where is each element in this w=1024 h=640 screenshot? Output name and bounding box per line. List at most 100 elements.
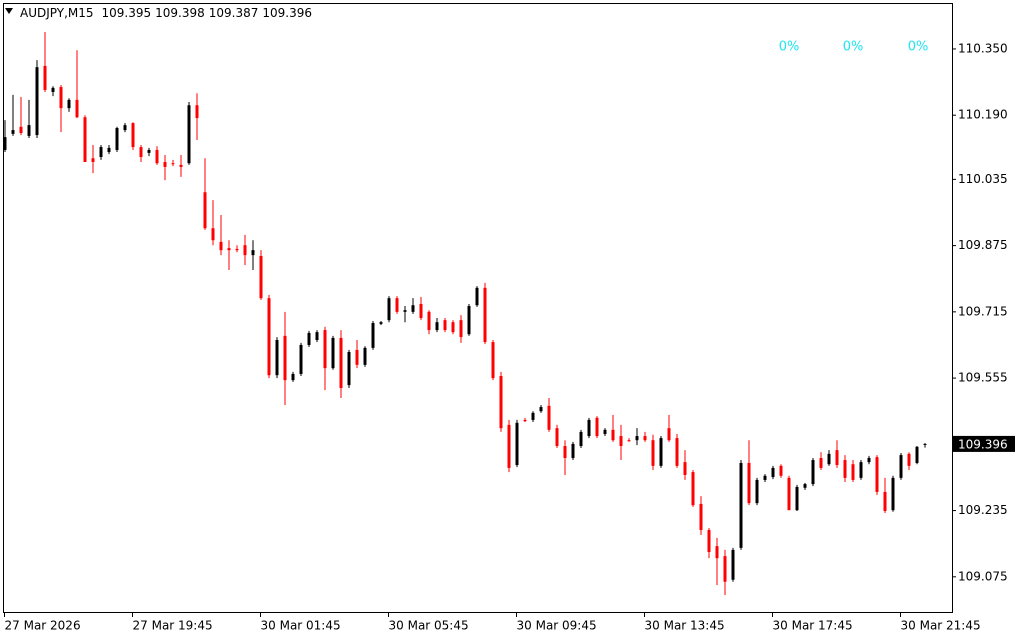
candle-body: [923, 443, 927, 445]
candle-body: [779, 465, 783, 476]
candle-body: [619, 436, 623, 446]
candle-body: [155, 149, 159, 164]
candle-body: [915, 446, 919, 463]
candle-body: [827, 453, 831, 465]
candle-body: [267, 298, 271, 376]
candle-body: [451, 322, 455, 333]
candle-body: [491, 342, 495, 379]
candle-body: [339, 337, 343, 389]
candle-body: [227, 248, 231, 251]
candle-body: [419, 303, 423, 319]
candle-body: [91, 158, 95, 162]
candle-body: [363, 347, 367, 365]
candle-body: [123, 125, 127, 131]
candle-body: [3, 137, 7, 150]
y-tick-label: 110.035: [958, 172, 1008, 186]
x-tick-label: 30 Mar 17:45: [773, 619, 853, 633]
candle-body: [547, 405, 551, 430]
candle-body: [307, 332, 311, 345]
y-tick-label: 109.075: [958, 569, 1008, 583]
candle-body: [35, 67, 39, 136]
percent-annotation: 0%: [843, 40, 864, 55]
candle-body: [43, 65, 47, 90]
candle-body: [235, 248, 239, 251]
candle-body: [595, 417, 599, 437]
candle-body: [51, 87, 55, 93]
candle-body: [571, 443, 575, 458]
candle-body: [739, 462, 743, 548]
x-tick-label: 30 Mar 01:45: [261, 619, 341, 633]
x-tick-label: 27 Mar 2026: [5, 619, 81, 633]
candle-body: [27, 125, 31, 136]
candle-body: [683, 462, 687, 475]
candle-body: [555, 428, 559, 446]
candle-body: [755, 479, 759, 504]
x-tick-label: 30 Mar 05:45: [389, 619, 469, 633]
candle-body: [475, 287, 479, 306]
candle-body: [283, 335, 287, 381]
candle-body: [499, 376, 503, 429]
candle-body: [459, 320, 463, 338]
y-tick-label: 110.350: [958, 41, 1008, 55]
candle-body: [603, 429, 607, 434]
candle-body: [651, 440, 655, 466]
plot-frame: [3, 3, 953, 613]
candle-body: [371, 323, 375, 348]
candle-body: [891, 477, 895, 511]
candle-body: [139, 147, 143, 158]
candle-body: [323, 330, 327, 369]
collapse-arrow: [5, 8, 13, 14]
candle-body: [787, 477, 791, 511]
candle-body: [211, 228, 215, 241]
x-tick-label: 30 Mar 13:45: [645, 619, 725, 633]
candle-body: [99, 147, 103, 158]
candle-body: [355, 349, 359, 365]
current-price-label: 109.396: [958, 437, 1008, 451]
candle-body: [579, 431, 583, 446]
candle-body: [171, 163, 175, 165]
candle-body: [675, 438, 679, 466]
header-open: 109.395: [102, 6, 152, 20]
candle-body: [667, 428, 671, 441]
candle-body: [795, 486, 799, 511]
candle-body: [107, 147, 111, 153]
symbol-title: AUDJPY,M15: [20, 6, 94, 20]
candle-body: [715, 546, 719, 559]
candle-body: [83, 117, 87, 162]
candle-body: [859, 462, 863, 478]
candle-body: [851, 464, 855, 480]
candle-body: [587, 419, 591, 437]
candle-body: [899, 455, 903, 478]
header-high: 109.398: [155, 6, 205, 20]
candle-body: [811, 460, 815, 485]
candle-body: [299, 344, 303, 374]
candle-body: [699, 503, 703, 531]
candle-body: [731, 549, 735, 580]
candle-body: [315, 332, 319, 340]
candle-body: [243, 245, 247, 256]
candle-body: [275, 339, 279, 376]
candle-body: [907, 453, 911, 466]
candle-body: [379, 322, 383, 324]
candle-body: [843, 460, 847, 478]
y-tick-label: 109.235: [958, 503, 1008, 517]
percent-annotation: 0%: [908, 40, 929, 55]
candle-body: [643, 436, 647, 441]
candle-body: [515, 422, 519, 466]
candle-body: [411, 305, 415, 312]
candle-body: [803, 484, 807, 488]
price-box: [953, 435, 1015, 452]
candle-body: [387, 298, 391, 321]
candle-body: [611, 429, 615, 441]
candle-body: [67, 99, 71, 109]
header-low: 109.387: [209, 6, 259, 20]
percent-annotation: 0%: [779, 40, 800, 55]
candle-body: [195, 105, 199, 119]
candle-body: [11, 130, 15, 134]
candle-body: [203, 192, 207, 229]
y-tick-label: 110.190: [958, 108, 1008, 122]
candle-body: [75, 99, 79, 118]
candle-body: [291, 373, 295, 381]
